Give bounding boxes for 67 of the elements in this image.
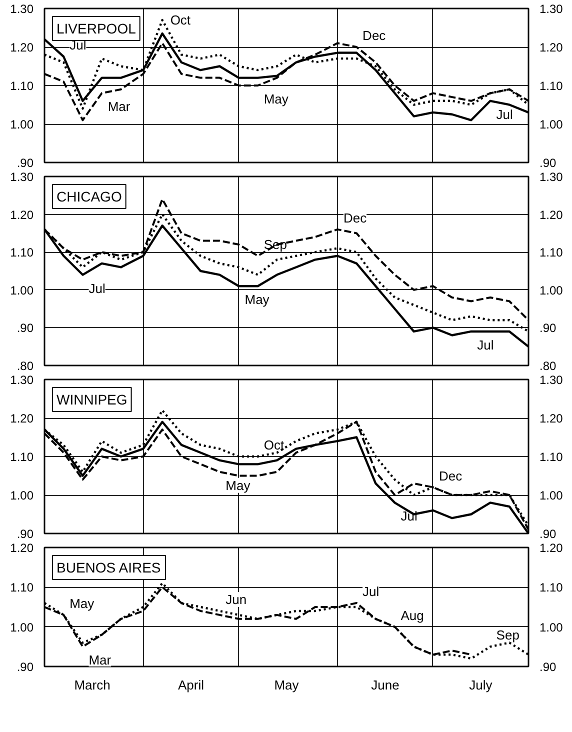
annotation: Jun [226, 592, 247, 607]
y-tick-label: .90 [16, 527, 34, 541]
y2-tick-label: 1.10 [540, 246, 564, 260]
y-tick-label: 1.20 [10, 208, 34, 222]
y2-tick-label: 1.30 [540, 170, 564, 184]
y-tick-label: .90 [16, 660, 34, 674]
annotation: Dec [362, 28, 386, 43]
y2-tick-label: .90 [540, 660, 557, 674]
x-tick-label: May [274, 678, 300, 692]
y2-tick-label: 1.10 [540, 450, 564, 464]
annotation: May [244, 292, 270, 308]
y2-tick-label: .90 [540, 156, 557, 170]
text: CHICAGO [56, 188, 122, 204]
y-tick-label: 1.10 [10, 450, 34, 464]
x-tick-label: July [469, 678, 493, 692]
y-tick-label: 1.00 [10, 620, 34, 634]
annotation: Mar [88, 652, 112, 668]
y2-tick-label: 1.00 [540, 620, 564, 634]
y2-tick-label: 1.00 [540, 283, 564, 298]
y-tick-label: .90 [16, 156, 34, 170]
x-tick-label: March [74, 678, 110, 692]
annotation: Dec [343, 210, 368, 226]
annotation: May [264, 92, 289, 106]
y2-tick-label: 1.00 [540, 488, 564, 502]
annotation: Dec [438, 468, 463, 484]
x-tick-label: April [178, 678, 204, 692]
annotation: May [70, 596, 95, 611]
y-tick-label: 1.10 [10, 580, 34, 595]
y-tick-label: 1.10 [10, 79, 34, 93]
x-tick-label: June [371, 678, 400, 692]
y-tick-label: 1.30 [10, 170, 34, 184]
annotation: Sep [496, 628, 520, 643]
annotation: Oct [170, 12, 191, 28]
y2-tick-label: 1.20 [540, 208, 564, 222]
y2-tick-label: .90 [540, 321, 557, 336]
y-tick-label: 1.20 [10, 541, 34, 555]
y2-tick-label: 1.20 [540, 541, 564, 555]
y-tick-label: 1.00 [10, 283, 34, 298]
y2-tick-label: 1.30 [540, 2, 564, 16]
text: LIVERPOOL [56, 20, 136, 36]
y2-tick-label: 1.10 [540, 79, 564, 93]
y-tick-label: .80 [16, 359, 34, 373]
y2-tick-label: .90 [540, 527, 557, 541]
annotation: May [226, 478, 251, 493]
annotation: Mar [108, 99, 131, 114]
y-tick-label: 1.20 [10, 412, 34, 426]
y2-tick-label: .80 [540, 359, 557, 373]
y2-tick-label: 1.20 [540, 40, 564, 54]
annotation: Jul [88, 280, 106, 296]
text: WINNIPEG [56, 392, 128, 408]
annotation: Jul [477, 337, 494, 352]
y2-tick-label: 1.20 [540, 412, 564, 426]
y-tick-label: 1.00 [10, 488, 34, 502]
y-tick-label: 1.00 [10, 118, 34, 132]
annotation: Aug [400, 608, 424, 623]
y-tick-label: 1.10 [10, 246, 34, 260]
y2-tick-label: 1.10 [540, 580, 564, 595]
annotation: Jul [362, 584, 380, 600]
y-tick-label: 1.20 [10, 40, 34, 54]
y-tick-label: 1.30 [10, 2, 34, 16]
annotation: Oct [264, 438, 284, 452]
y-tick-label: .90 [16, 321, 34, 336]
y2-tick-label: 1.30 [540, 373, 564, 387]
text: BUENOS AIRES [56, 560, 161, 576]
y-tick-label: 1.30 [10, 373, 34, 387]
y2-tick-label: 1.00 [540, 118, 564, 132]
annotation: Jul [496, 106, 514, 122]
